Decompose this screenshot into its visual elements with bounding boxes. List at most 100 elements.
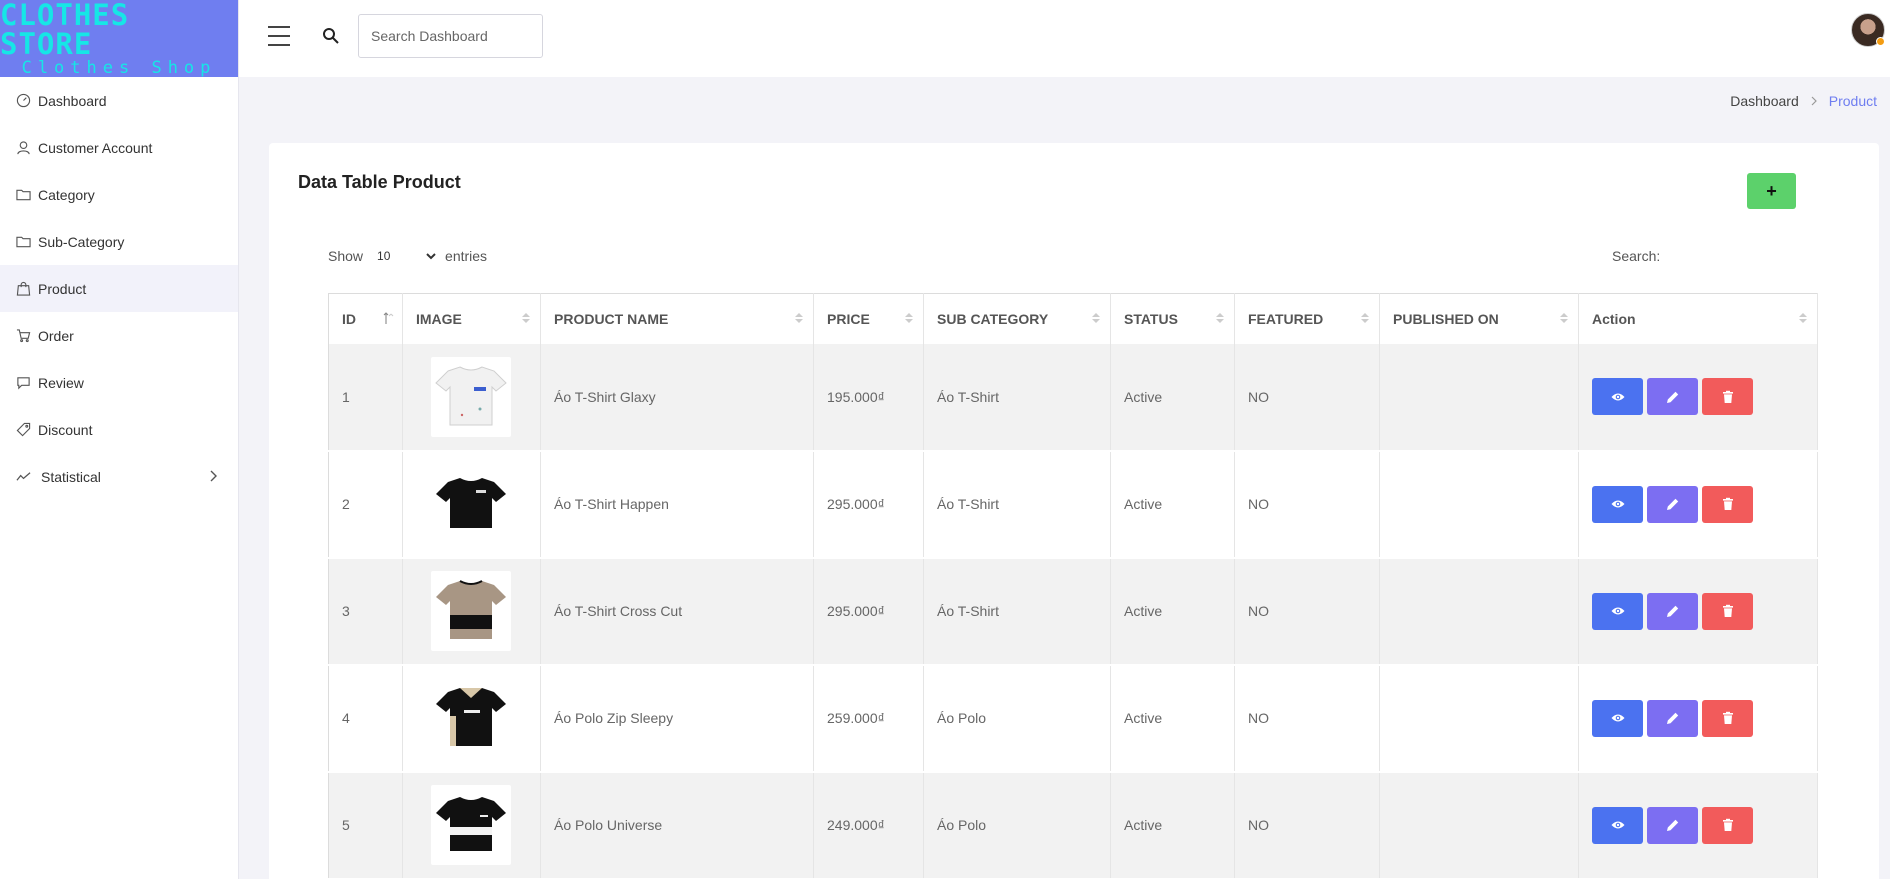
cell-sub-category: Áo T-Shirt: [923, 450, 1111, 559]
product-table: ID IMAGE PRODUCT NAME PRICE SUB CATEGORY…: [328, 293, 1818, 879]
column-header-featured[interactable]: FEATURED: [1234, 293, 1380, 344]
chevron-right-icon: [1811, 96, 1817, 106]
trash-icon: [1722, 497, 1733, 510]
cell-sub-category: Áo T-Shirt: [923, 343, 1111, 452]
cell-published-on: [1379, 557, 1579, 666]
sidebar-item-discount[interactable]: Discount: [0, 406, 238, 453]
product-thumbnail[interactable]: [431, 678, 511, 758]
cell-price: 295.000₫: [813, 557, 924, 666]
cell-product-name: Áo T-Shirt Glaxy: [540, 343, 814, 452]
cell-image: [402, 557, 541, 666]
sort-icon: [1361, 313, 1369, 323]
trash-icon: [1722, 604, 1733, 617]
sidebar-item-sub-category[interactable]: Sub-Category: [0, 218, 238, 265]
sidebar-item-dashboard[interactable]: Dashboard: [0, 77, 238, 124]
breadcrumb-home[interactable]: Dashboard: [1730, 93, 1799, 109]
gauge-icon: [15, 93, 31, 109]
sidebar: CLOTHES STORE Clothes Shop Dashboard Cus…: [0, 0, 239, 879]
table-row: 5 Áo Polo Universe 249.000₫ Áo Polo Acti…: [328, 771, 1818, 879]
user-icon: [15, 140, 31, 156]
show-label: Show: [328, 248, 364, 264]
sidebar-item-review[interactable]: Review: [0, 359, 238, 406]
edit-button[interactable]: [1647, 592, 1698, 630]
column-header-status[interactable]: STATUS: [1110, 293, 1235, 344]
cell-sub-category: Áo Polo: [923, 664, 1111, 773]
column-header-action[interactable]: Action: [1578, 293, 1818, 344]
chat-icon: [15, 375, 31, 391]
status-badge: Active: [1110, 343, 1235, 452]
add-product-button[interactable]: +: [1747, 173, 1796, 209]
cell-published-on: [1379, 664, 1579, 773]
column-header-sub-category[interactable]: SUB CATEGORY: [923, 293, 1111, 344]
sidebar-item-label: Sub-Category: [38, 233, 125, 250]
cell-sub-category: Áo T-Shirt: [923, 557, 1111, 666]
delete-button[interactable]: [1702, 699, 1753, 737]
status-badge: Active: [1110, 771, 1235, 879]
column-header-image[interactable]: IMAGE: [402, 293, 541, 344]
menu-toggle-icon[interactable]: [268, 26, 290, 46]
cell-id: 4: [328, 664, 403, 773]
product-thumbnail[interactable]: [431, 785, 511, 865]
table-search-label: Search:: [1612, 248, 1661, 264]
page-title: Data Table Product: [298, 172, 461, 192]
sort-icon: [1799, 313, 1807, 323]
product-thumbnail[interactable]: [431, 464, 511, 544]
brand-logo[interactable]: CLOTHES STORE Clothes Shop: [0, 0, 238, 77]
trend-icon: [15, 469, 31, 485]
tag-icon: [15, 422, 31, 438]
sidebar-item-statistical[interactable]: Statistical: [0, 453, 238, 500]
entries-length-control: Show 10 entries: [328, 248, 487, 264]
cell-image: [402, 343, 541, 452]
table-row: 1 Áo T-Shirt Glaxy 195.000₫ Áo T-Shirt A…: [328, 343, 1818, 452]
folder-icon: [15, 187, 31, 203]
eye-icon: [1611, 500, 1624, 508]
search-icon[interactable]: [322, 27, 340, 45]
column-header-published-on[interactable]: PUBLISHED ON: [1379, 293, 1579, 344]
cell-published-on: [1379, 343, 1579, 452]
view-button[interactable]: [1592, 592, 1643, 630]
product-thumbnail[interactable]: [431, 356, 511, 437]
search-input[interactable]: [358, 14, 543, 58]
cell-actions: [1578, 771, 1818, 879]
cell-product-name: Áo Polo Zip Sleepy: [540, 664, 814, 773]
sidebar-item-label: Customer Account: [38, 139, 153, 156]
featured-badge: NO: [1234, 450, 1380, 559]
sidebar-item-category[interactable]: Category: [0, 171, 238, 218]
trash-icon: [1722, 818, 1733, 831]
edit-button[interactable]: [1647, 699, 1698, 737]
delete-button[interactable]: [1702, 806, 1753, 844]
status-badge: Active: [1110, 557, 1235, 666]
view-button[interactable]: [1592, 806, 1643, 844]
entries-select[interactable]: 10: [373, 248, 440, 264]
delete-button[interactable]: [1702, 592, 1753, 630]
cell-id: 2: [328, 450, 403, 559]
delete-button[interactable]: [1702, 485, 1753, 523]
table-header-row: ID IMAGE PRODUCT NAME PRICE SUB CATEGORY…: [328, 293, 1818, 344]
table-row: 4 Áo Polo Zip Sleepy 259.000₫ Áo Polo Ac…: [328, 664, 1818, 773]
cell-actions: [1578, 343, 1818, 452]
pencil-icon: [1666, 391, 1678, 403]
pencil-icon: [1666, 605, 1678, 617]
sort-icon: [1216, 313, 1224, 323]
sidebar-item-product[interactable]: Product: [0, 265, 238, 312]
edit-button[interactable]: [1647, 806, 1698, 844]
product-table-card: Data Table Product + Show 10 entries Sea…: [269, 143, 1879, 879]
edit-button[interactable]: [1647, 378, 1698, 415]
column-header-product-name[interactable]: PRODUCT NAME: [540, 293, 814, 344]
featured-badge: NO: [1234, 343, 1380, 452]
sidebar-item-customer-account[interactable]: Customer Account: [0, 124, 238, 171]
delete-button[interactable]: [1702, 378, 1753, 415]
cell-product-name: Áo Polo Universe: [540, 771, 814, 879]
eye-icon: [1611, 607, 1624, 615]
edit-button[interactable]: [1647, 485, 1698, 523]
view-button[interactable]: [1592, 378, 1643, 415]
column-header-id[interactable]: ID: [328, 293, 403, 344]
sidebar-item-order[interactable]: Order: [0, 312, 238, 359]
view-button[interactable]: [1592, 699, 1643, 737]
product-thumbnail[interactable]: [431, 571, 511, 651]
view-button[interactable]: [1592, 485, 1643, 523]
chevron-right-icon: [210, 470, 217, 482]
cell-image: [402, 664, 541, 773]
column-header-price[interactable]: PRICE: [813, 293, 924, 344]
cell-price: 195.000₫: [813, 343, 924, 452]
